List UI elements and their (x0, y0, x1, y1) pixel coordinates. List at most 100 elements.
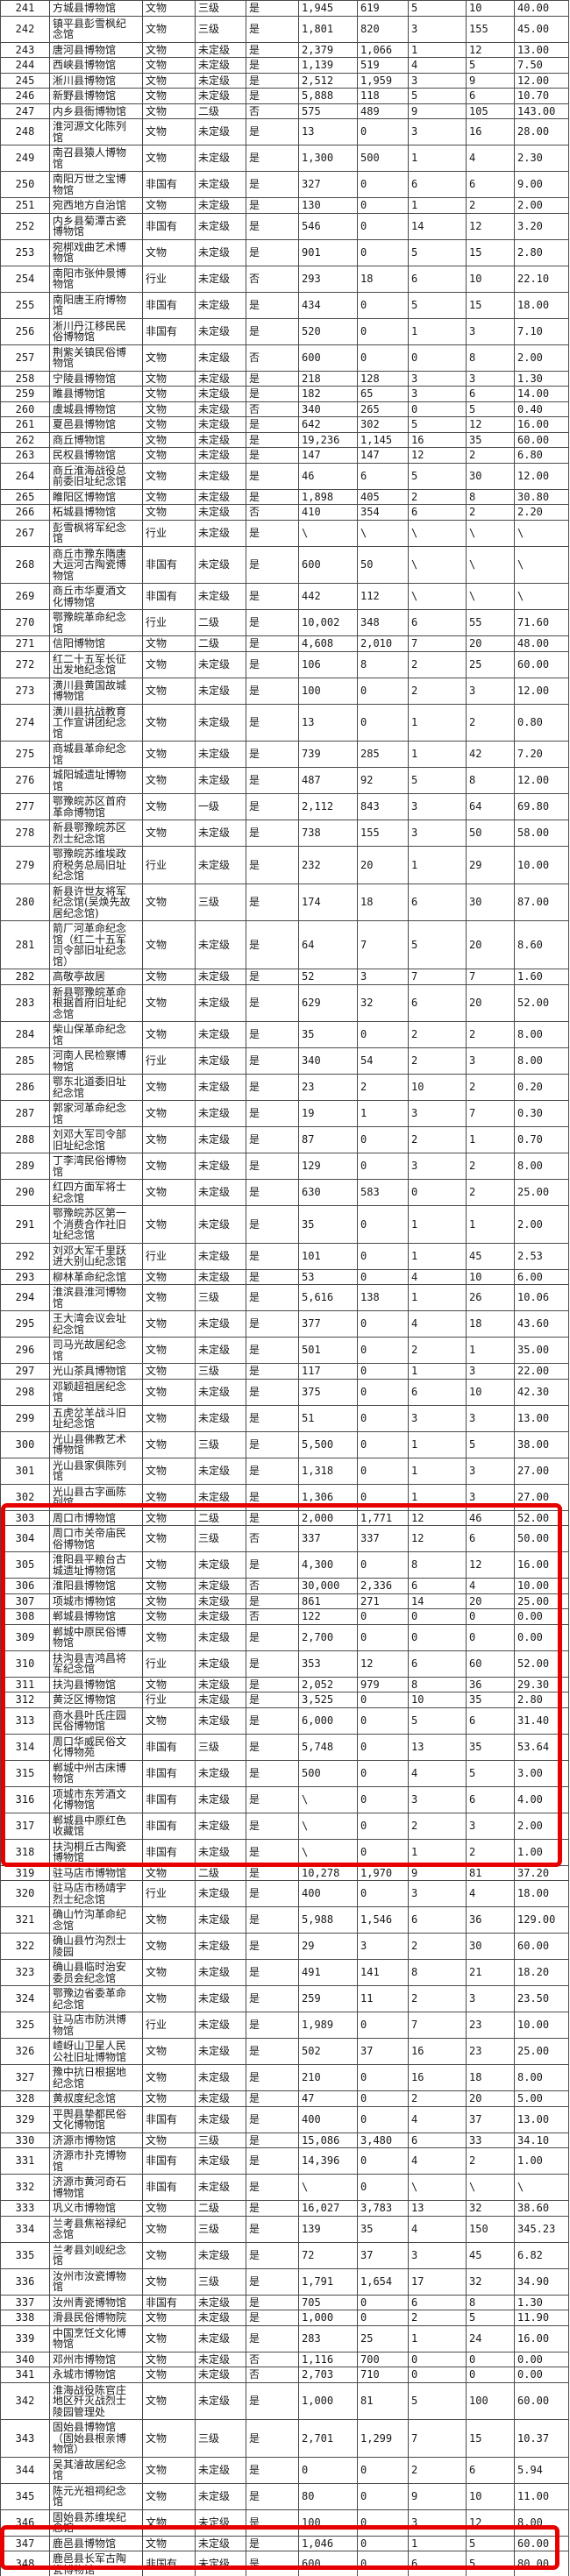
table-cell: 341 (0, 2367, 50, 2383)
table-cell: 三级 (195, 1430, 246, 1458)
table-cell: 周口市博物馆 (49, 1509, 143, 1526)
table-cell: 是 (246, 2535, 299, 2551)
table-cell: 是 (246, 1676, 299, 1692)
table-cell: 51 (298, 1404, 358, 1432)
table-cell: 8.00 (514, 2064, 569, 2091)
table-cell: 1 (408, 1430, 467, 1458)
table-cell: 是 (246, 820, 299, 847)
table-cell: 267 (0, 519, 50, 547)
table-row: 281 箭厂河革命纪念馆（红二十五军司令部旧址纪念馆） 文物 未定级是 64 7 5 20 8.… (0, 920, 569, 969)
table-cell: 1 (357, 1100, 409, 1127)
table-cell: 是 (246, 1074, 299, 1101)
table-cell: 330 (0, 2132, 50, 2148)
table-cell: 文物 (142, 344, 196, 372)
table-cell: 13 (298, 118, 358, 145)
table-cell: 是 (246, 519, 299, 547)
table-cell: 是 (246, 1284, 299, 1311)
table-cell: 1,959 (357, 72, 409, 89)
table-cell: 901 (298, 238, 358, 266)
table-cell: 否 (246, 504, 299, 521)
table-cell: 文物 (142, 2381, 196, 2420)
table-cell: 是 (246, 1880, 299, 1907)
table-cell: 是 (246, 1733, 299, 1761)
table-cell: 286 (0, 1074, 50, 1101)
table-cell: 35 (298, 1021, 358, 1048)
table-cell: 未定级 (195, 2064, 246, 2091)
table-cell: 323 (0, 1959, 50, 1986)
table-cell: 文物 (142, 1153, 196, 1180)
table-cell: 南阳万世之宝博物馆 (49, 171, 143, 198)
table-cell: 未定级 (195, 57, 246, 74)
table-row: 327 豫中抗日根据地纪念馆 文物 未定级是 210 0 16 18 8.00 (0, 2064, 569, 2091)
table-row: 244 西峡县博物馆 文物 未定级是 1,139 519 4 5 7.50 (0, 57, 569, 74)
table-cell: 8 (466, 767, 515, 794)
table-cell: 文物 (142, 1608, 196, 1625)
table-cell: 行业 (142, 1880, 196, 1907)
table-cell: 25.00 (514, 2038, 569, 2065)
table-cell: 3 (408, 1404, 467, 1432)
table-cell: 101 (298, 1242, 358, 1270)
table-cell: 2 (408, 1126, 467, 1153)
table-cell: 318 (0, 1838, 50, 1866)
table-cell: 0 (357, 1457, 409, 1485)
table-cell: 249 (0, 145, 50, 172)
table-cell: 8 (466, 2294, 515, 2310)
table-cell: 黄泛区博物馆 (49, 1692, 143, 1708)
table-cell: 20 (466, 2090, 515, 2107)
table-cell: 298 (0, 1378, 50, 1406)
table-cell: 48.00 (514, 635, 569, 652)
table-cell: 行业 (142, 1047, 196, 1075)
table-cell: 14 (408, 1593, 467, 1609)
table-cell: 0 (357, 1838, 409, 1866)
table-cell: 16,027 (298, 2200, 358, 2217)
table-cell: 319 (0, 1864, 50, 1881)
table-cell: 宛梆戏曲艺术博物馆 (49, 238, 143, 266)
table-cell: 5 (408, 1707, 467, 1735)
table-cell: 是 (246, 1047, 299, 1075)
table-cell: 279 (0, 846, 50, 884)
table-cell: 固始县博物馆（固始县根亲博物馆） (49, 2419, 143, 2458)
table-cell: 3 (466, 317, 515, 345)
table-cell: 鄂豫皖苏区首府革命博物馆 (49, 793, 143, 820)
table-cell: 264 (0, 462, 50, 490)
table-cell: 284 (0, 1021, 50, 1048)
table-cell: 商水县叶氏庄园民俗博物馆 (49, 1707, 143, 1735)
table-cell: 10.00 (514, 846, 569, 884)
table-cell: 30,000 (298, 1578, 358, 1594)
table-cell: 600 (298, 344, 358, 372)
table-cell: 是 (246, 1864, 299, 1881)
table-cell: 南阳唐王府博物馆 (49, 291, 143, 319)
table-cell: 1 (408, 741, 467, 768)
table-cell: 6.82 (514, 2241, 569, 2269)
table-cell: 335 (0, 2241, 50, 2269)
table-cell: 0 (408, 1179, 467, 1206)
table-cell: 3 (466, 1812, 515, 1840)
table-cell: 2 (408, 1047, 467, 1075)
table-cell: 未定级 (195, 2351, 246, 2367)
table-cell: 2 (466, 1179, 515, 1206)
table-cell: 31.40 (514, 1707, 569, 1735)
table-cell: 36 (466, 1906, 515, 1934)
table-cell: 3 (466, 1985, 515, 2012)
table-row: 255 南阳唐王府博物馆 非国有 未定级是 434 0 5 15 18.00 (0, 291, 569, 319)
table-row: 317 郸城县中原红色收藏馆 非国有 未定级是 \ 0 2 3 2.00 (0, 1812, 569, 1840)
table-row: 296 司马光故居纪念馆 文物 未定级是 501 0 2 1 35.00 (0, 1337, 569, 1364)
table-cell: 文物 (142, 1074, 196, 1101)
table-cell: 鄂豫边省委革命纪念馆 (49, 1985, 143, 2012)
table-cell: 文物 (142, 2038, 196, 2065)
table-cell: 130 (298, 197, 358, 214)
table-cell: 304 (0, 1525, 50, 1552)
table-cell: 4 (408, 2105, 467, 2133)
table-cell: 12.00 (514, 767, 569, 794)
table-cell: 3 (408, 820, 467, 847)
table-cell: 0 (357, 2090, 409, 2107)
table-cell: 269 (0, 583, 50, 610)
table-cell: 邓颖超祖居纪念馆 (49, 1378, 143, 1406)
table-cell: 信阳博物馆 (49, 635, 143, 652)
table-cell: 确山县临时治安委员会纪念馆 (49, 1959, 143, 1986)
table-cell: 4 (408, 2215, 467, 2243)
table-row: 274 潢川县抗战教育工作宣讲团纪念馆 文物 未定级是 13 0 1 2 0.80 (0, 703, 569, 742)
table-cell: 60.00 (514, 2381, 569, 2420)
table-cell: 6,000 (298, 1707, 358, 1735)
